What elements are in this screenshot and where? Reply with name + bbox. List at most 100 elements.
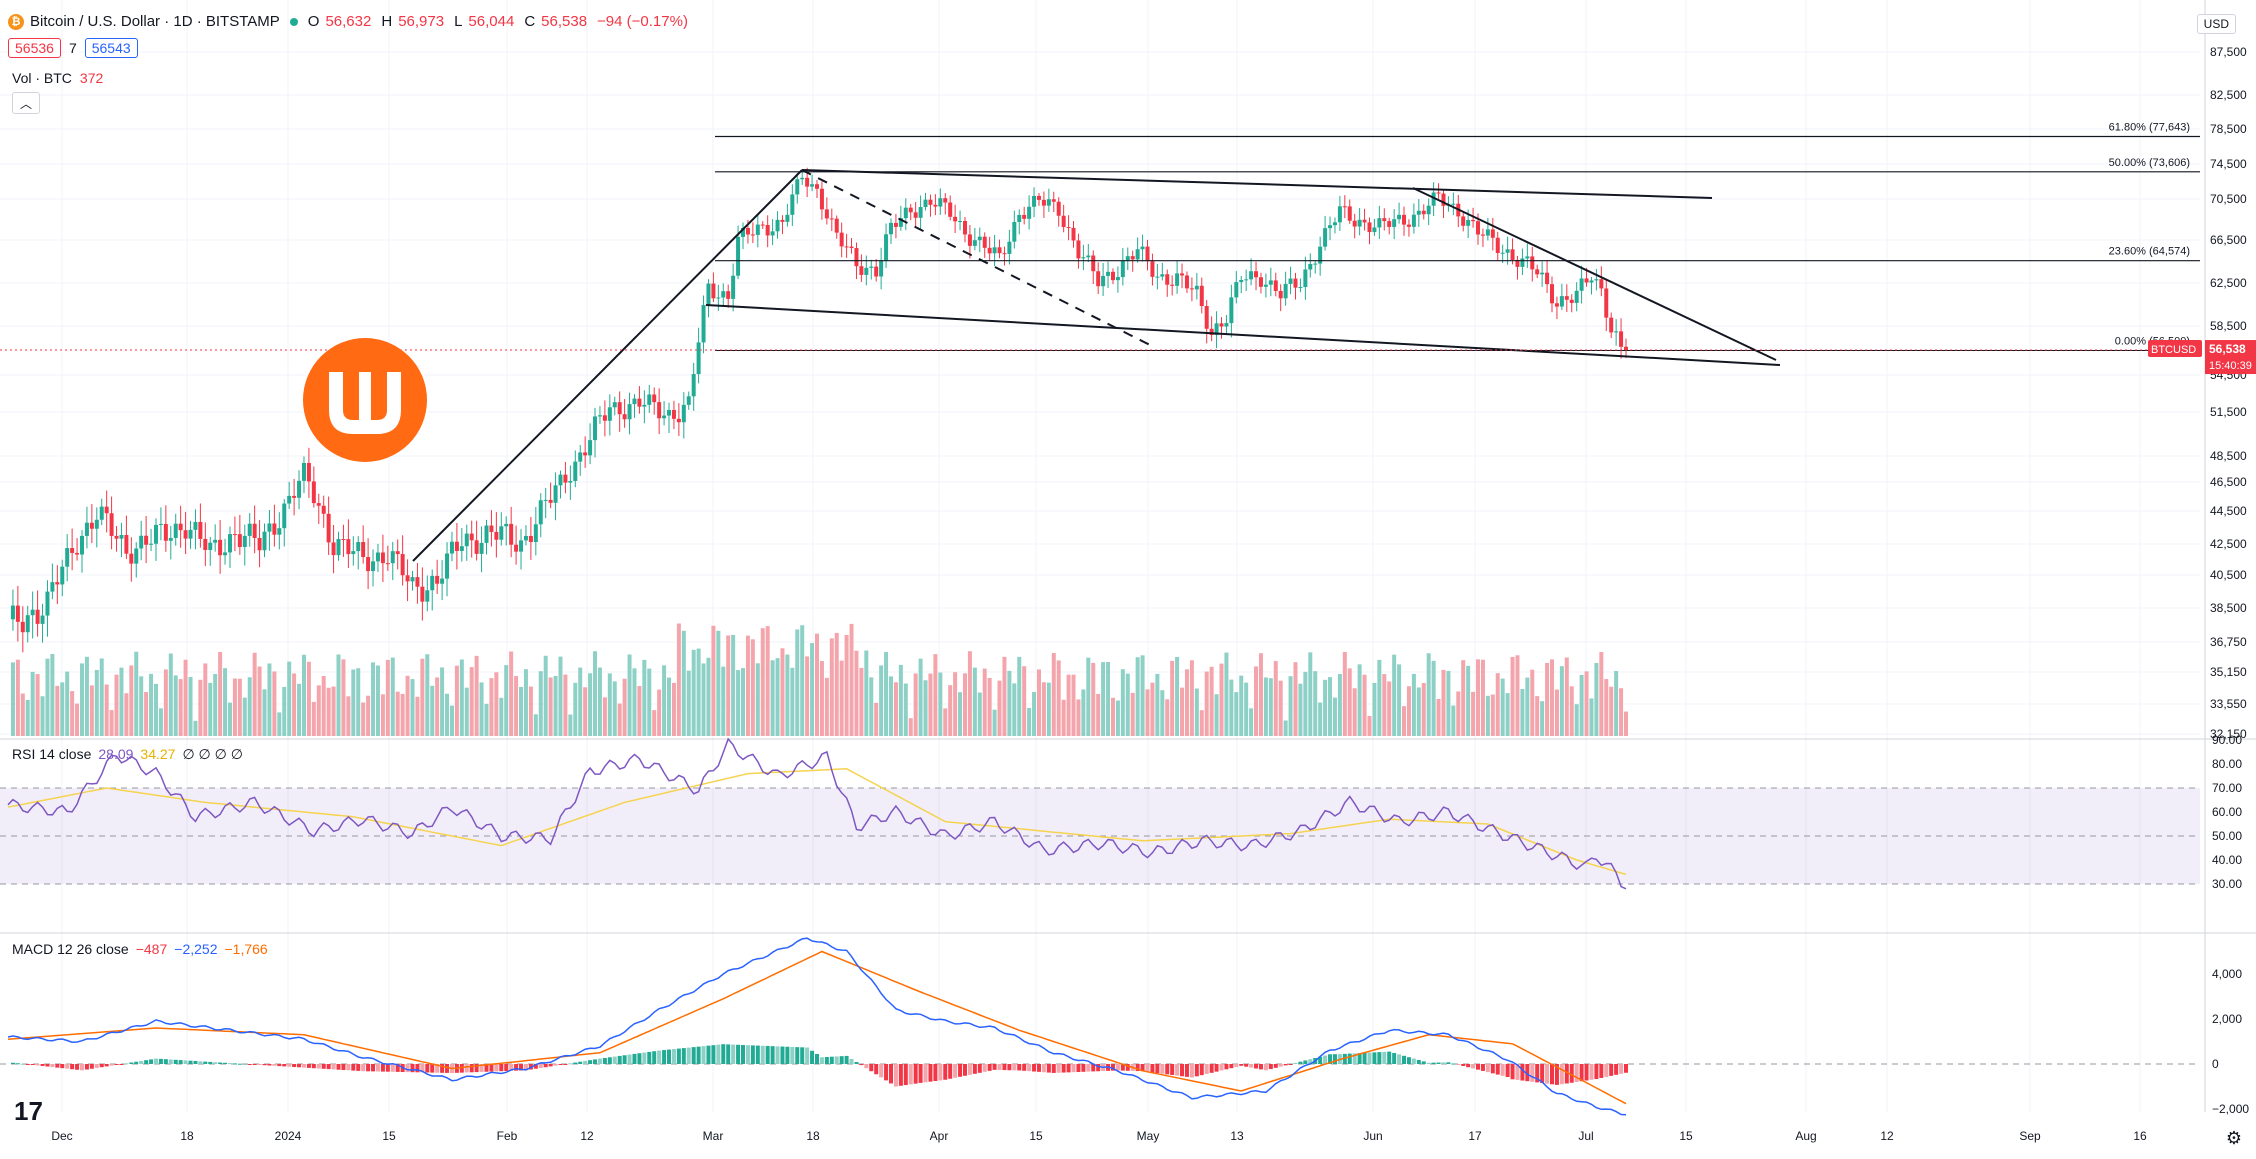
last-price-text: 56,538 [2209,342,2246,356]
macd-histogram-bar [1476,1064,1481,1070]
volume-bar [158,708,163,736]
macd-histogram-bar [124,1063,129,1065]
volume-bar [716,630,721,736]
macd-histogram-bar [607,1057,612,1064]
gear-icon[interactable]: ⚙ [2225,1128,2242,1148]
candle-body [223,552,228,556]
volume-bar [331,686,336,736]
macd-histogram-bar [94,1064,99,1068]
volume-bar [1254,666,1259,736]
rsi-label[interactable]: RSI 14 close [12,746,92,762]
candle-body [667,409,672,416]
volume-bar [800,625,805,736]
volume-bar [449,705,454,736]
macd-label[interactable]: MACD 12 26 close [12,941,129,957]
candle-body [1318,246,1323,264]
volume-label[interactable]: Vol · BTC [12,70,72,86]
candle-body [538,500,543,525]
candle-body [99,506,104,520]
volume-bar [1446,670,1451,736]
symbol-title[interactable]: Bitcoin / U.S. Dollar · 1D · BITSTAMP [30,13,280,30]
volume-bar [55,685,60,736]
volume-bar [1382,674,1387,736]
candle-body [879,260,884,277]
macd-histogram-bar [1086,1064,1091,1072]
candle-body [1061,215,1066,228]
volume-bar [1392,654,1397,736]
volume-bar [1337,673,1342,736]
volume-bar [1268,678,1273,736]
volume-bar [1130,692,1135,736]
candle-body [829,218,834,220]
x-tick-label: 16 [2133,1129,2147,1143]
volume-bar [1367,715,1372,736]
volume-bar [854,650,859,736]
candle-body [908,207,913,213]
candle-body [390,551,395,564]
candle-body [810,184,815,187]
candle-body [168,537,173,541]
volume-bar [593,651,598,736]
open-label: O [307,13,320,30]
macd-histogram-bar [114,1064,119,1065]
volume-bar [1431,660,1436,736]
macd-tick-label: 2,000 [2212,1012,2242,1026]
macd-histogram-bar [247,1064,252,1065]
volume-bar [1589,698,1594,736]
macd-histogram-bar [331,1064,336,1070]
volume-bar [711,625,716,736]
candle-body [385,563,390,565]
rsi-extra: ∅ ∅ ∅ ∅ [182,746,243,762]
candle-body [750,234,755,236]
buy-price-button[interactable]: 56543 [84,38,138,58]
macd-histogram-bar [992,1064,997,1070]
volume-bar [1258,653,1263,736]
candle-body [736,236,741,276]
volume-bar [405,675,410,736]
candle-body [40,615,45,624]
macd-histogram-bar [1604,1064,1609,1077]
volume-bar [745,635,750,736]
candle-body [20,621,25,633]
macd-histogram-bar [1554,1064,1559,1085]
y-tick-label: 51,500 [2210,405,2247,419]
macd-histogram-bar [509,1064,514,1071]
sell-price-button[interactable]: 56536 [8,38,61,58]
y-tick-label: 70,500 [2210,192,2247,206]
candle-body [1106,271,1111,276]
currency-selector[interactable]: USD [2196,14,2236,34]
macd-histogram-bar [430,1064,435,1073]
candle-body [563,474,568,483]
macd-histogram-bar [997,1064,1002,1070]
candles [10,167,1628,653]
macd-histogram-bar [1254,1064,1259,1069]
candle-body [790,194,795,215]
volume-bar [1559,666,1564,736]
y-tick-label: 62,500 [2210,276,2247,290]
candle-body [183,530,188,539]
volume-bar [1106,662,1111,736]
candle-body [1540,272,1545,275]
candle-body [119,534,124,539]
macd-histogram-bar [1051,1064,1056,1073]
rsi-tick-label: 70.00 [2212,781,2242,795]
candle-body [375,552,380,562]
macd-histogram-bar [1091,1064,1096,1072]
macd-histogram-bar [1022,1064,1027,1071]
macd-histogram-bar [183,1060,188,1064]
candle-body [129,553,134,564]
macd-histogram-bar [785,1046,790,1064]
macd-histogram-bar [775,1046,780,1064]
candle-body [504,523,509,527]
tradingview-logo-icon[interactable]: 17 [14,1096,43,1126]
candle-body [800,177,805,180]
candle-body [1046,199,1051,206]
macd-histogram-bar [1017,1064,1022,1071]
candle-body [987,247,992,254]
volume-bar [114,674,119,736]
candle-body [647,394,652,405]
volume-bar [385,659,390,736]
collapse-legend-button[interactable]: ︿ [12,92,40,114]
